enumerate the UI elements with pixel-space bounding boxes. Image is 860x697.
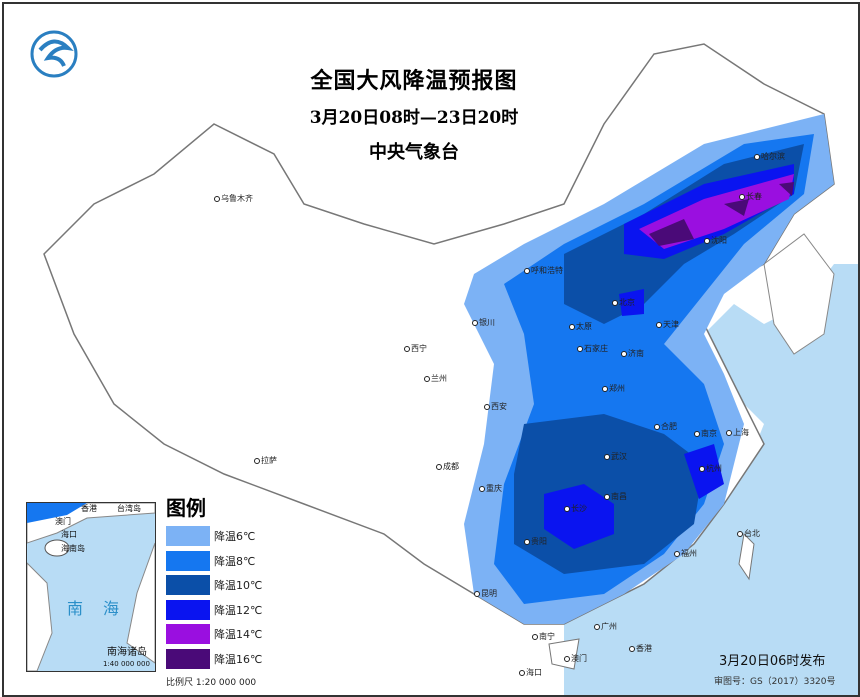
publish-time: 3月20日06时发布 <box>719 654 826 669</box>
legend-swatch <box>166 526 210 547</box>
legend-swatch <box>166 575 210 596</box>
city-label: 福州 <box>674 549 697 559</box>
city-label: 沈阳 <box>704 236 727 246</box>
inset-title: 南海诸岛 <box>107 647 147 658</box>
map-scale: 比例尺 1:20 000 000 <box>166 678 257 688</box>
legend-item: 降温10℃ <box>166 573 262 598</box>
city-label: 济南 <box>621 349 644 359</box>
city-label: 长春 <box>739 192 762 202</box>
zone-16 <box>649 182 794 246</box>
city-label: 杭州 <box>699 464 722 474</box>
legend-swatch <box>166 550 210 571</box>
legend-item: 降温14℃ <box>166 622 262 647</box>
city-label: 郑州 <box>602 384 625 394</box>
legend-label: 降温16℃ <box>214 652 263 666</box>
map-title: 全国大风降温预报图 <box>310 68 518 94</box>
city-label: 长沙 <box>564 504 587 514</box>
zone-10 <box>514 144 804 574</box>
legend-swatch <box>166 648 210 669</box>
inset-label: 海口 <box>61 530 77 539</box>
issuer: 中央气象台 <box>369 142 459 163</box>
legend-label: 降温10℃ <box>214 579 263 593</box>
legend-swatch <box>166 599 210 620</box>
city-label: 台北 <box>737 529 760 539</box>
legend-item: 降温16℃ <box>166 647 262 672</box>
city-label: 石家庄 <box>577 344 608 354</box>
city-label: 北京 <box>612 298 635 308</box>
city-label: 成都 <box>436 462 459 472</box>
legend-label: 降温12℃ <box>214 603 263 617</box>
city-label: 海口 <box>519 668 542 678</box>
inset-scale: 1:40 000 000 <box>103 660 150 668</box>
forecast-period: 3月20日08时—23日20时 <box>309 108 519 128</box>
legend-title: 图例 <box>166 496 206 520</box>
legend: 图例 降温6℃ 降温8℃ 降温10℃ 降温12℃ 降温14℃ 降温16℃ 比例尺 1:20… <box>166 496 262 688</box>
legend-item: 降温8℃ <box>166 549 262 574</box>
legend-label: 降温8℃ <box>214 554 256 568</box>
city-label: 兰州 <box>424 374 447 384</box>
city-label: 西安 <box>484 402 507 412</box>
legend-swatch <box>166 624 210 645</box>
inset-label: 台湾岛 <box>117 504 141 513</box>
city-label: 广州 <box>594 622 617 632</box>
city-label: 合肥 <box>654 422 677 432</box>
city-label: 上海 <box>726 428 749 438</box>
city-label: 南宁 <box>532 632 555 642</box>
inset-label: 香港 <box>81 504 97 513</box>
sea-label: 南海 <box>67 599 140 618</box>
city-label: 武汉 <box>604 452 627 462</box>
review-number: 审图号：GS（2017）3320号 <box>714 677 836 687</box>
city-label: 昆明 <box>474 589 497 599</box>
city-label: 香港 <box>629 644 652 654</box>
legend-label: 降温14℃ <box>214 628 263 642</box>
legend-item: 降温6℃ <box>166 524 262 549</box>
city-label: 西宁 <box>404 344 427 354</box>
south-china-sea-inset: 香港 澳门 台湾岛 海口 海南岛 南海 南海诸岛 1:40 000 000 <box>26 502 156 672</box>
city-label: 呼和浩特 <box>524 266 563 276</box>
city-label: 哈尔滨 <box>754 152 785 162</box>
city-label: 重庆 <box>479 484 502 494</box>
legend-item: 降温12℃ <box>166 598 262 623</box>
korea-japan-land <box>763 233 835 355</box>
city-label: 乌鲁木齐 <box>214 194 253 204</box>
taiwan <box>738 532 755 581</box>
city-label: 拉萨 <box>254 456 277 466</box>
city-label: 贵阳 <box>524 537 547 547</box>
city-label: 天津 <box>656 320 679 330</box>
city-label: 澳门 <box>564 654 587 664</box>
city-label: 南昌 <box>604 492 627 502</box>
city-label: 南京 <box>694 429 717 439</box>
legend-label: 降温6℃ <box>214 530 256 544</box>
inset-label: 海南岛 <box>61 544 85 553</box>
inset-label: 澳门 <box>55 517 71 526</box>
inset-canvas <box>27 503 155 671</box>
city-label: 银川 <box>472 318 495 328</box>
logo-swirl <box>38 39 74 67</box>
city-label: 太原 <box>569 322 592 332</box>
